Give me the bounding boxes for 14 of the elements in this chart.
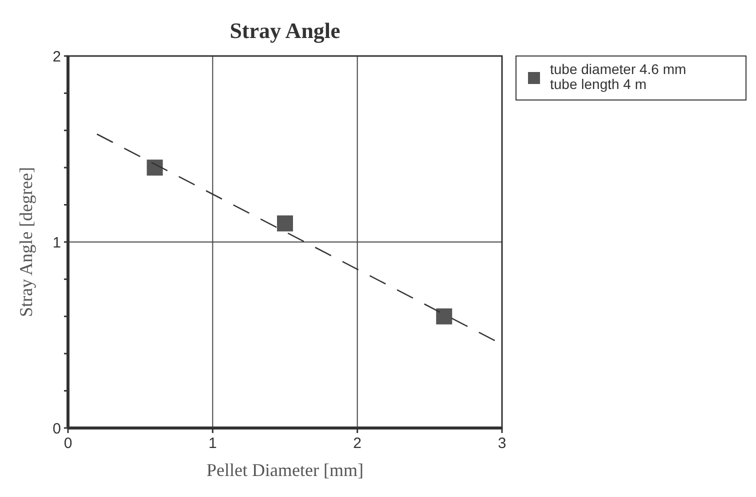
legend-label: tube diameter 4.6 mm tube length 4 m	[550, 61, 686, 92]
point	[436, 308, 452, 324]
y-tick-label: 1	[52, 234, 61, 252]
y-tick-label: 2	[52, 48, 61, 66]
x-tick-label: 3	[498, 435, 506, 452]
x-tick-label: 2	[353, 435, 362, 452]
point	[277, 215, 293, 232]
chart-title: Stray Angle	[230, 18, 341, 43]
y-axis-title: Stray Angle [degree]	[16, 167, 36, 317]
x-tick-label: 0	[64, 435, 72, 452]
point	[146, 160, 163, 176]
y-tick-label: 0	[52, 420, 61, 438]
x-axis-title: Pellet Diameter [mm]	[206, 460, 364, 480]
x-tick-label: 1	[208, 435, 217, 452]
